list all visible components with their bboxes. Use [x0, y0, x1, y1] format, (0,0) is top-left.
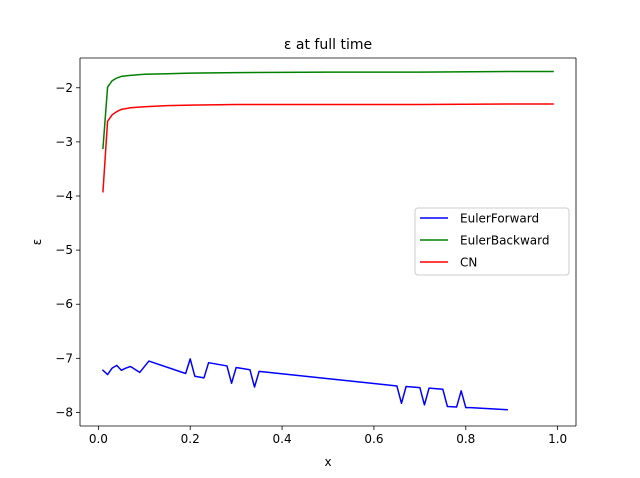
- x-tick-label: 0.2: [181, 432, 200, 446]
- x-axis-label: x: [324, 455, 331, 469]
- series-line-2: [102, 103, 554, 193]
- y-tick-label: −4: [55, 189, 73, 203]
- series-layer: [101, 70, 554, 411]
- y-tick-label: −8: [55, 405, 73, 419]
- y-ticks: −8 −7 −6 −5 −4 −3 −2: [55, 81, 80, 419]
- legend-box: [414, 207, 570, 276]
- y-tick-label: −2: [55, 81, 73, 95]
- legend-label-0: EulerForward: [460, 212, 539, 226]
- legend-label-1: EulerBackward: [460, 234, 549, 248]
- series-line-1: [102, 70, 554, 150]
- x-tick-label: 1.0: [548, 432, 567, 446]
- y-tick-label: −3: [55, 135, 73, 149]
- y-tick-label: −5: [55, 243, 73, 257]
- chart-title: ε at full time: [284, 37, 372, 53]
- y-tick-label: −6: [55, 297, 73, 311]
- x-tick-label: 0.6: [364, 432, 383, 446]
- legend-label-2: CN: [460, 256, 477, 270]
- y-axis-label: ε: [30, 239, 44, 246]
- legend-entries: EulerForward EulerBackward CN: [420, 212, 549, 270]
- x-tick-label: 0.0: [89, 432, 108, 446]
- x-tick-label: 0.4: [273, 432, 292, 446]
- x-tick-label: 0.8: [456, 432, 475, 446]
- x-ticks: 0.0 0.2 0.4 0.6 0.8 1.0: [89, 426, 567, 446]
- axis-frame: [79, 57, 577, 427]
- series-line-0: [101, 358, 508, 411]
- legend: EulerForward EulerBackward CN: [414, 207, 570, 276]
- y-tick-label: −7: [55, 351, 73, 365]
